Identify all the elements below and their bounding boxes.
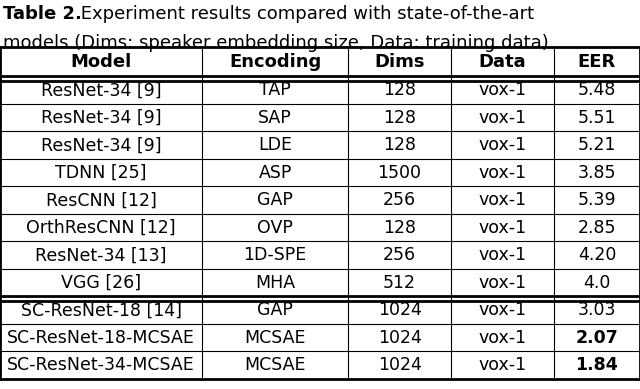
Text: TAP: TAP [259, 81, 291, 99]
Text: 128: 128 [383, 109, 416, 127]
Text: Encoding: Encoding [229, 53, 321, 71]
Text: 2.85: 2.85 [578, 219, 616, 237]
Text: 5.51: 5.51 [578, 109, 616, 127]
Text: 5.21: 5.21 [578, 136, 616, 154]
Text: vox-1: vox-1 [478, 136, 527, 154]
Text: 256: 256 [383, 191, 416, 209]
Text: MCSAE: MCSAE [244, 356, 306, 374]
Text: 512: 512 [383, 274, 416, 292]
Text: 4.0: 4.0 [583, 274, 611, 292]
Text: 128: 128 [383, 219, 416, 237]
Text: Experiment results compared with state-of-the-art: Experiment results compared with state-o… [75, 5, 534, 23]
Text: models (Dims: speaker embedding size, Data: training data): models (Dims: speaker embedding size, Da… [3, 34, 548, 52]
Text: ResNet-34 [9]: ResNet-34 [9] [41, 109, 161, 127]
Text: vox-1: vox-1 [478, 246, 527, 264]
Text: vox-1: vox-1 [478, 301, 527, 319]
Text: 128: 128 [383, 81, 416, 99]
Text: ResCNN [12]: ResCNN [12] [45, 191, 157, 209]
Text: vox-1: vox-1 [478, 191, 527, 209]
Text: Dims: Dims [374, 53, 425, 71]
Text: ResNet-34 [9]: ResNet-34 [9] [41, 136, 161, 154]
Text: TDNN [25]: TDNN [25] [56, 164, 147, 182]
Text: vox-1: vox-1 [478, 356, 527, 374]
Text: ASP: ASP [259, 164, 292, 182]
Text: MCSAE: MCSAE [244, 329, 306, 347]
Text: vox-1: vox-1 [478, 109, 527, 127]
Text: OVP: OVP [257, 219, 293, 237]
Text: 1024: 1024 [378, 301, 422, 319]
Text: GAP: GAP [257, 191, 293, 209]
Text: SAP: SAP [259, 109, 292, 127]
Text: vox-1: vox-1 [478, 81, 527, 99]
Text: SC-ResNet-34-MCSAE: SC-ResNet-34-MCSAE [7, 356, 195, 374]
Text: 256: 256 [383, 246, 416, 264]
Text: OrthResCNN [12]: OrthResCNN [12] [26, 219, 176, 237]
Text: 128: 128 [383, 136, 416, 154]
Text: Data: Data [479, 53, 526, 71]
Text: 5.39: 5.39 [577, 191, 616, 209]
Text: ResNet-34 [9]: ResNet-34 [9] [41, 81, 161, 99]
Text: vox-1: vox-1 [478, 164, 527, 182]
Text: 1024: 1024 [378, 356, 422, 374]
Text: 1024: 1024 [378, 329, 422, 347]
Text: 1D-SPE: 1D-SPE [244, 246, 307, 264]
Text: EER: EER [578, 53, 616, 71]
Text: ResNet-34 [13]: ResNet-34 [13] [35, 246, 167, 264]
Text: MHA: MHA [255, 274, 295, 292]
Text: 1500: 1500 [378, 164, 422, 182]
Text: SC-ResNet-18 [14]: SC-ResNet-18 [14] [20, 301, 182, 319]
Text: SC-ResNet-18-MCSAE: SC-ResNet-18-MCSAE [7, 329, 195, 347]
Text: LDE: LDE [258, 136, 292, 154]
Text: Table 2.: Table 2. [3, 5, 82, 23]
Text: 3.85: 3.85 [578, 164, 616, 182]
Text: vox-1: vox-1 [478, 274, 527, 292]
Text: 5.48: 5.48 [578, 81, 616, 99]
Text: 2.07: 2.07 [575, 329, 618, 347]
Text: GAP: GAP [257, 301, 293, 319]
Text: 3.03: 3.03 [578, 301, 616, 319]
Text: 4.20: 4.20 [578, 246, 616, 264]
Text: vox-1: vox-1 [478, 219, 527, 237]
Text: Model: Model [70, 53, 132, 71]
Text: vox-1: vox-1 [478, 329, 527, 347]
Text: VGG [26]: VGG [26] [61, 274, 141, 292]
Text: 1.84: 1.84 [575, 356, 618, 374]
